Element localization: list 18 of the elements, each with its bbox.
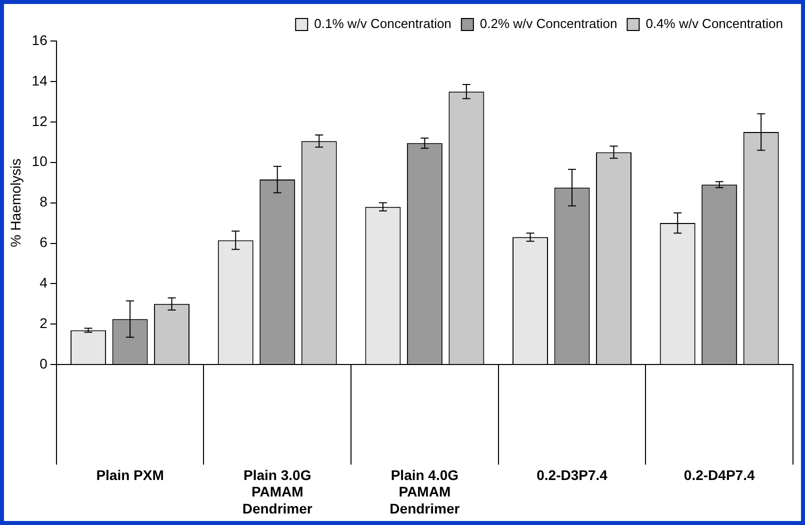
y-tick-label: 6 [40, 234, 48, 250]
y-tick-label: 16 [32, 32, 48, 48]
y-tick-label: 0 [40, 355, 48, 372]
x-tick-label: Plain PXM [96, 466, 164, 483]
x-tick-label: Plain 3.0G PAMAM Dendrimer [242, 466, 313, 516]
y-tick-label: 14 [32, 72, 48, 88]
y-axis-title: % Haemolysis [7, 158, 24, 248]
x-tick-label: 0.2-D4P7.4 [684, 466, 755, 483]
x-tick-label: Plain 4.0G PAMAM Dendrimer [390, 466, 460, 516]
y-tick-label: 10 [32, 153, 48, 170]
x-tick-label: 0.2-D3P7.4 [536, 466, 608, 483]
y-tick-label: 4 [40, 274, 48, 291]
y-tick-label: 2 [40, 315, 48, 332]
legend-label: 0.4% w/v Concentration [646, 16, 784, 32]
legend-label: 0.1% w/v Concentration [314, 16, 452, 32]
y-tick-label: 12 [32, 112, 48, 129]
legend-label: 0.2% w/v Concentration [480, 16, 618, 32]
y-tick-label: 8 [40, 194, 48, 210]
